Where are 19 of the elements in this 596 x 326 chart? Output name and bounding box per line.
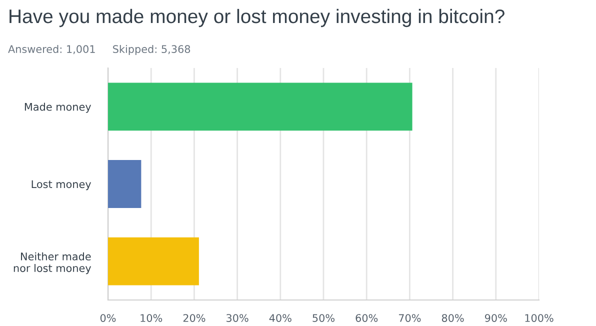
y-tick-label: Lost money (32, 180, 92, 190)
x-tick-label: 100% (525, 314, 554, 322)
x-tick-label: 30% (226, 314, 248, 322)
x-tick-label: 50% (312, 314, 334, 322)
bar (108, 237, 199, 286)
x-tick-label: 40% (269, 314, 292, 322)
x-tick-label: 10% (140, 314, 162, 322)
bar (108, 82, 412, 131)
bar (108, 160, 142, 208)
chart-subtitle: Answered: 1,001 Skipped: 5,368 (8, 44, 190, 56)
x-tick-label: 90% (484, 314, 507, 322)
x-tick-label: 70% (398, 314, 421, 322)
x-tick-label: 0% (100, 314, 116, 322)
x-tick-label: 80% (442, 314, 464, 322)
chart-title: Have you made money or lost money investing in bitcoin? (10, 8, 504, 28)
x-tick-label: 60% (356, 314, 378, 322)
y-tick-label: Neither made nor lost money (14, 252, 92, 274)
y-tick-label: Made money (24, 102, 92, 113)
x-tick-label: 20% (183, 314, 206, 322)
